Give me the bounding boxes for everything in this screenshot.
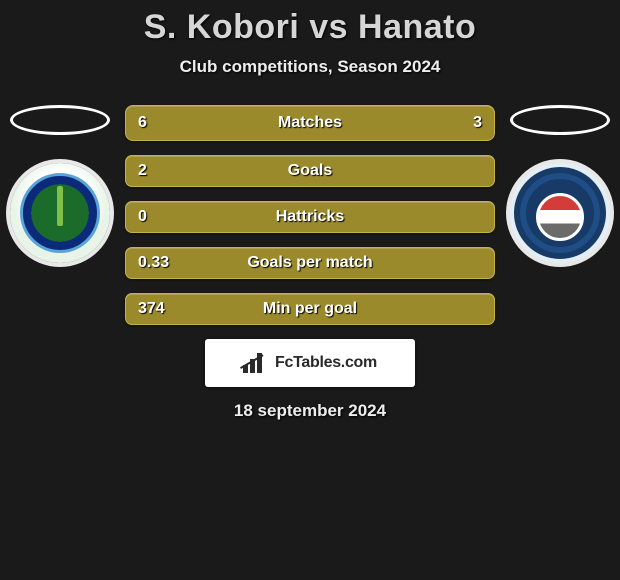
team-badge-left[interactable] [10, 163, 110, 263]
badge-left-accent [57, 186, 63, 226]
stat-left-value: 2 [138, 162, 147, 180]
stat-label: Goals per match [247, 254, 372, 272]
stat-left-value: 0 [138, 208, 147, 226]
stat-row-goals: 2 Goals [125, 155, 495, 187]
team-badge-right-core [536, 193, 584, 241]
stat-label: Matches [278, 114, 342, 132]
stat-row-matches: 6 Matches 3 [125, 105, 495, 141]
stat-row-hattricks: 0 Hattricks [125, 201, 495, 233]
page-title: S. Kobori vs Hanato [0, 8, 620, 47]
stat-left-value: 6 [138, 114, 147, 132]
player-left-column [0, 105, 120, 263]
content: 6 Matches 3 2 Goals 0 Hattricks 0.33 Goa… [0, 105, 620, 421]
brand-text: FcTables.com [275, 354, 377, 372]
chart-icon [243, 353, 269, 373]
page-subtitle: Club competitions, Season 2024 [0, 57, 620, 77]
stat-row-min-per-goal: 374 Min per goal [125, 293, 495, 325]
stat-left-value: 0.33 [138, 254, 169, 272]
stat-row-goals-per-match: 0.33 Goals per match [125, 247, 495, 279]
generated-date: 18 september 2024 [10, 401, 610, 421]
player-right-photo-placeholder [510, 105, 610, 135]
brand-badge[interactable]: FcTables.com [205, 339, 415, 387]
stat-label: Goals [288, 162, 332, 180]
player-left-photo-placeholder [10, 105, 110, 135]
stat-left-value: 374 [138, 300, 165, 318]
team-badge-left-inner [20, 173, 100, 253]
stat-bars: 6 Matches 3 2 Goals 0 Hattricks 0.33 Goa… [125, 105, 495, 325]
player-right-column [500, 105, 620, 263]
stat-label: Min per goal [263, 300, 357, 318]
comparison-card: S. Kobori vs Hanato Club competitions, S… [0, 0, 620, 421]
stat-label: Hattricks [276, 208, 344, 226]
team-badge-right[interactable] [510, 163, 610, 263]
stat-right-value: 3 [473, 114, 482, 132]
